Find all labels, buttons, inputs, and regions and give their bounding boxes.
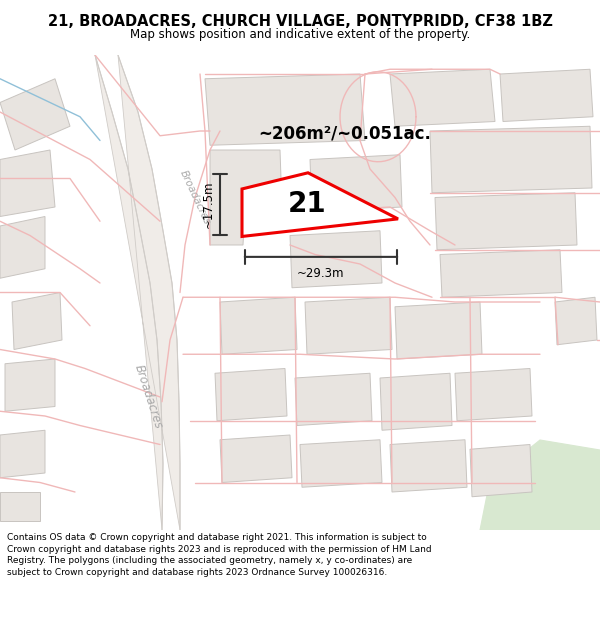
Text: ~206m²/~0.051ac.: ~206m²/~0.051ac. (258, 124, 431, 142)
Text: Contains OS data © Crown copyright and database right 2021. This information is : Contains OS data © Crown copyright and d… (7, 533, 432, 578)
Polygon shape (390, 440, 467, 492)
Polygon shape (220, 298, 297, 354)
Polygon shape (5, 359, 55, 411)
Polygon shape (295, 373, 372, 426)
Polygon shape (242, 173, 398, 236)
Polygon shape (395, 302, 482, 359)
Polygon shape (0, 79, 70, 150)
Polygon shape (300, 440, 382, 488)
Polygon shape (0, 492, 40, 521)
Polygon shape (500, 69, 593, 121)
Polygon shape (12, 292, 62, 349)
Polygon shape (0, 430, 45, 478)
Polygon shape (0, 216, 45, 278)
Polygon shape (210, 150, 282, 245)
Polygon shape (480, 440, 600, 530)
Polygon shape (470, 444, 532, 497)
Polygon shape (435, 192, 577, 250)
Polygon shape (215, 369, 287, 421)
Polygon shape (440, 250, 562, 298)
Polygon shape (390, 69, 495, 126)
Text: ~29.3m: ~29.3m (297, 267, 345, 280)
Text: Broadacres: Broadacres (178, 169, 212, 226)
Text: 21: 21 (288, 190, 327, 218)
Polygon shape (555, 298, 597, 345)
Text: Broadacres: Broadacres (131, 363, 164, 431)
Text: 21, BROADACRES, CHURCH VILLAGE, PONTYPRIDD, CF38 1BZ: 21, BROADACRES, CHURCH VILLAGE, PONTYPRI… (47, 14, 553, 29)
Text: Map shows position and indicative extent of the property.: Map shows position and indicative extent… (130, 28, 470, 41)
Polygon shape (290, 231, 382, 288)
Polygon shape (0, 150, 55, 216)
Polygon shape (95, 55, 180, 530)
Polygon shape (220, 435, 292, 482)
Polygon shape (430, 126, 592, 192)
Polygon shape (380, 373, 452, 430)
Polygon shape (205, 74, 365, 145)
Text: ~17.5m: ~17.5m (202, 181, 215, 228)
Polygon shape (305, 298, 392, 354)
Polygon shape (310, 155, 402, 212)
Polygon shape (455, 369, 532, 421)
